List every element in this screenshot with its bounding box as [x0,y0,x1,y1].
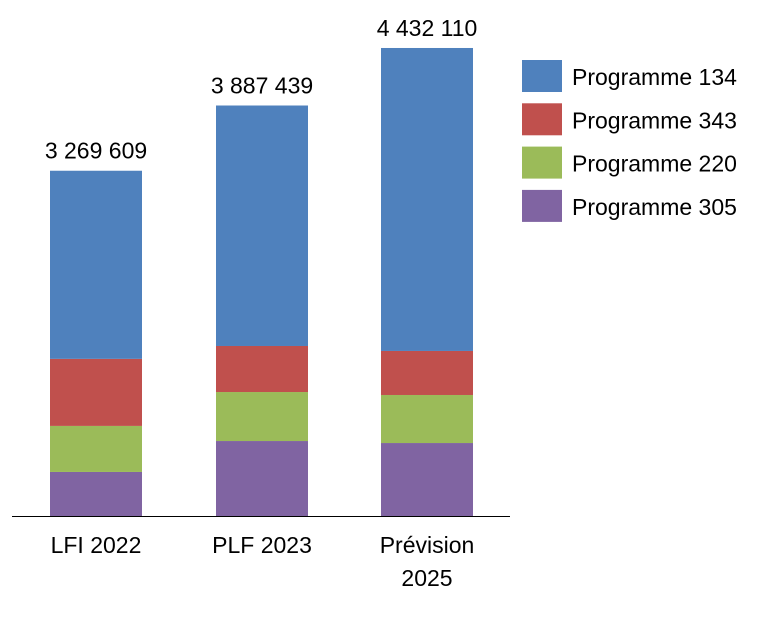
total-label: 4 432 110 [377,15,478,41]
legend: Programme 134 Programme 343 Programme 220 P… [522,60,737,222]
legend-swatch [522,60,562,92]
total-label: 3 887 439 [211,72,313,98]
total-label: 3 269 609 [45,138,147,164]
bar-segment-programme-305 [381,443,473,516]
legend-swatch [522,103,562,136]
x-tick-label: PLF 2023 [212,532,312,558]
bar-segment-programme-305 [216,441,308,516]
bar-segment-programme-134 [381,47,473,351]
x-tick-labels: LFI 2022 PLF 2023 Prévision 2025 [51,532,475,591]
bar-segment-programme-343 [50,358,142,426]
bar-segment-programme-343 [381,350,473,395]
legend-swatch [522,189,562,222]
legend-swatch [522,146,562,179]
total-labels: 3 269 609 3 887 439 4 432 110 [45,15,477,164]
bar-segment-programme-134 [50,170,142,359]
legend-label: Programme 134 [572,64,737,90]
bar-segment-programme-305 [50,471,142,516]
bar-segment-programme-134 [216,105,308,346]
x-tick-label: LFI 2022 [51,532,142,558]
bar-segment-programme-343 [216,345,308,393]
bar-segment-programme-220 [216,392,308,442]
bars-group [50,47,473,516]
legend-label: Programme 220 [572,151,737,177]
legend-label: Programme 305 [572,194,737,220]
bar-segment-programme-220 [50,425,142,472]
x-tick-label: Prévision 2025 [380,532,475,591]
legend-label: Programme 343 [572,107,737,133]
bar-segment-programme-220 [381,394,473,444]
